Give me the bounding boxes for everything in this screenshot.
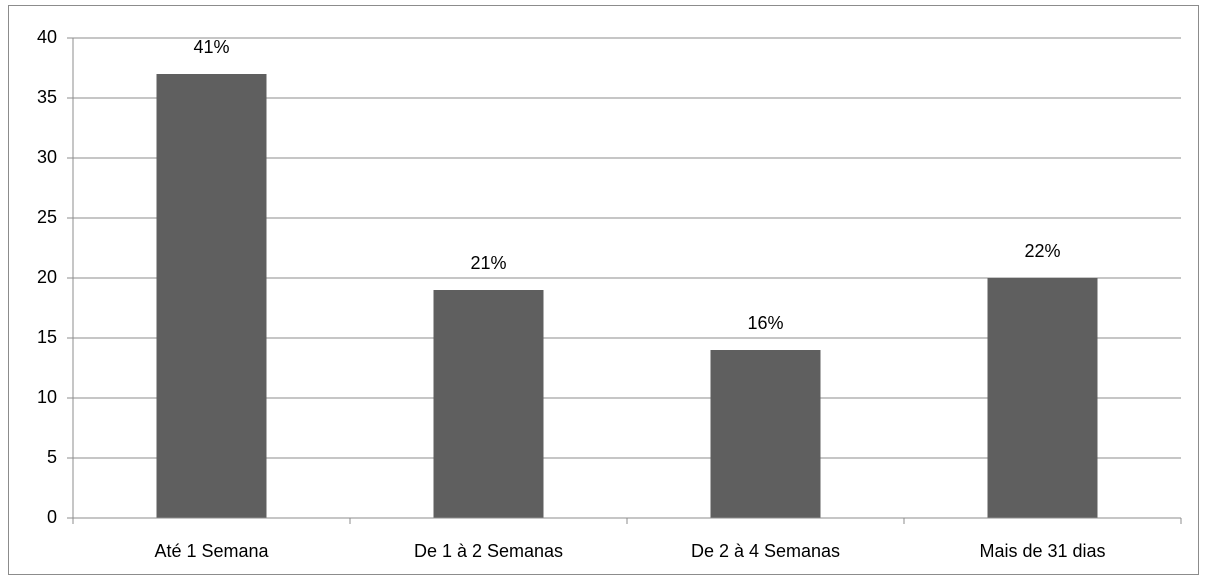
y-tick-label: 30 <box>37 147 57 167</box>
y-tick-label: 20 <box>37 267 57 287</box>
bar-annotation: 41% <box>193 37 229 57</box>
x-tick-label: Até 1 Semana <box>154 541 269 561</box>
y-tick-label: 0 <box>47 507 57 527</box>
y-tick-label: 15 <box>37 327 57 347</box>
y-tick-label: 35 <box>37 87 57 107</box>
bar <box>987 278 1098 518</box>
y-tick-label: 40 <box>37 27 57 47</box>
x-tick-label: De 1 à 2 Semanas <box>414 541 563 561</box>
bar <box>710 350 821 518</box>
y-tick-label: 5 <box>47 447 57 467</box>
bar-annotation: 21% <box>470 253 506 273</box>
x-tick-label: Mais de 31 dias <box>979 541 1105 561</box>
x-tick-label: De 2 à 4 Semanas <box>691 541 840 561</box>
bar <box>433 290 544 518</box>
y-tick-label: 10 <box>37 387 57 407</box>
bar-annotation: 16% <box>747 313 783 333</box>
bar <box>156 74 267 518</box>
y-tick-label: 25 <box>37 207 57 227</box>
bar-annotation: 22% <box>1024 241 1060 261</box>
